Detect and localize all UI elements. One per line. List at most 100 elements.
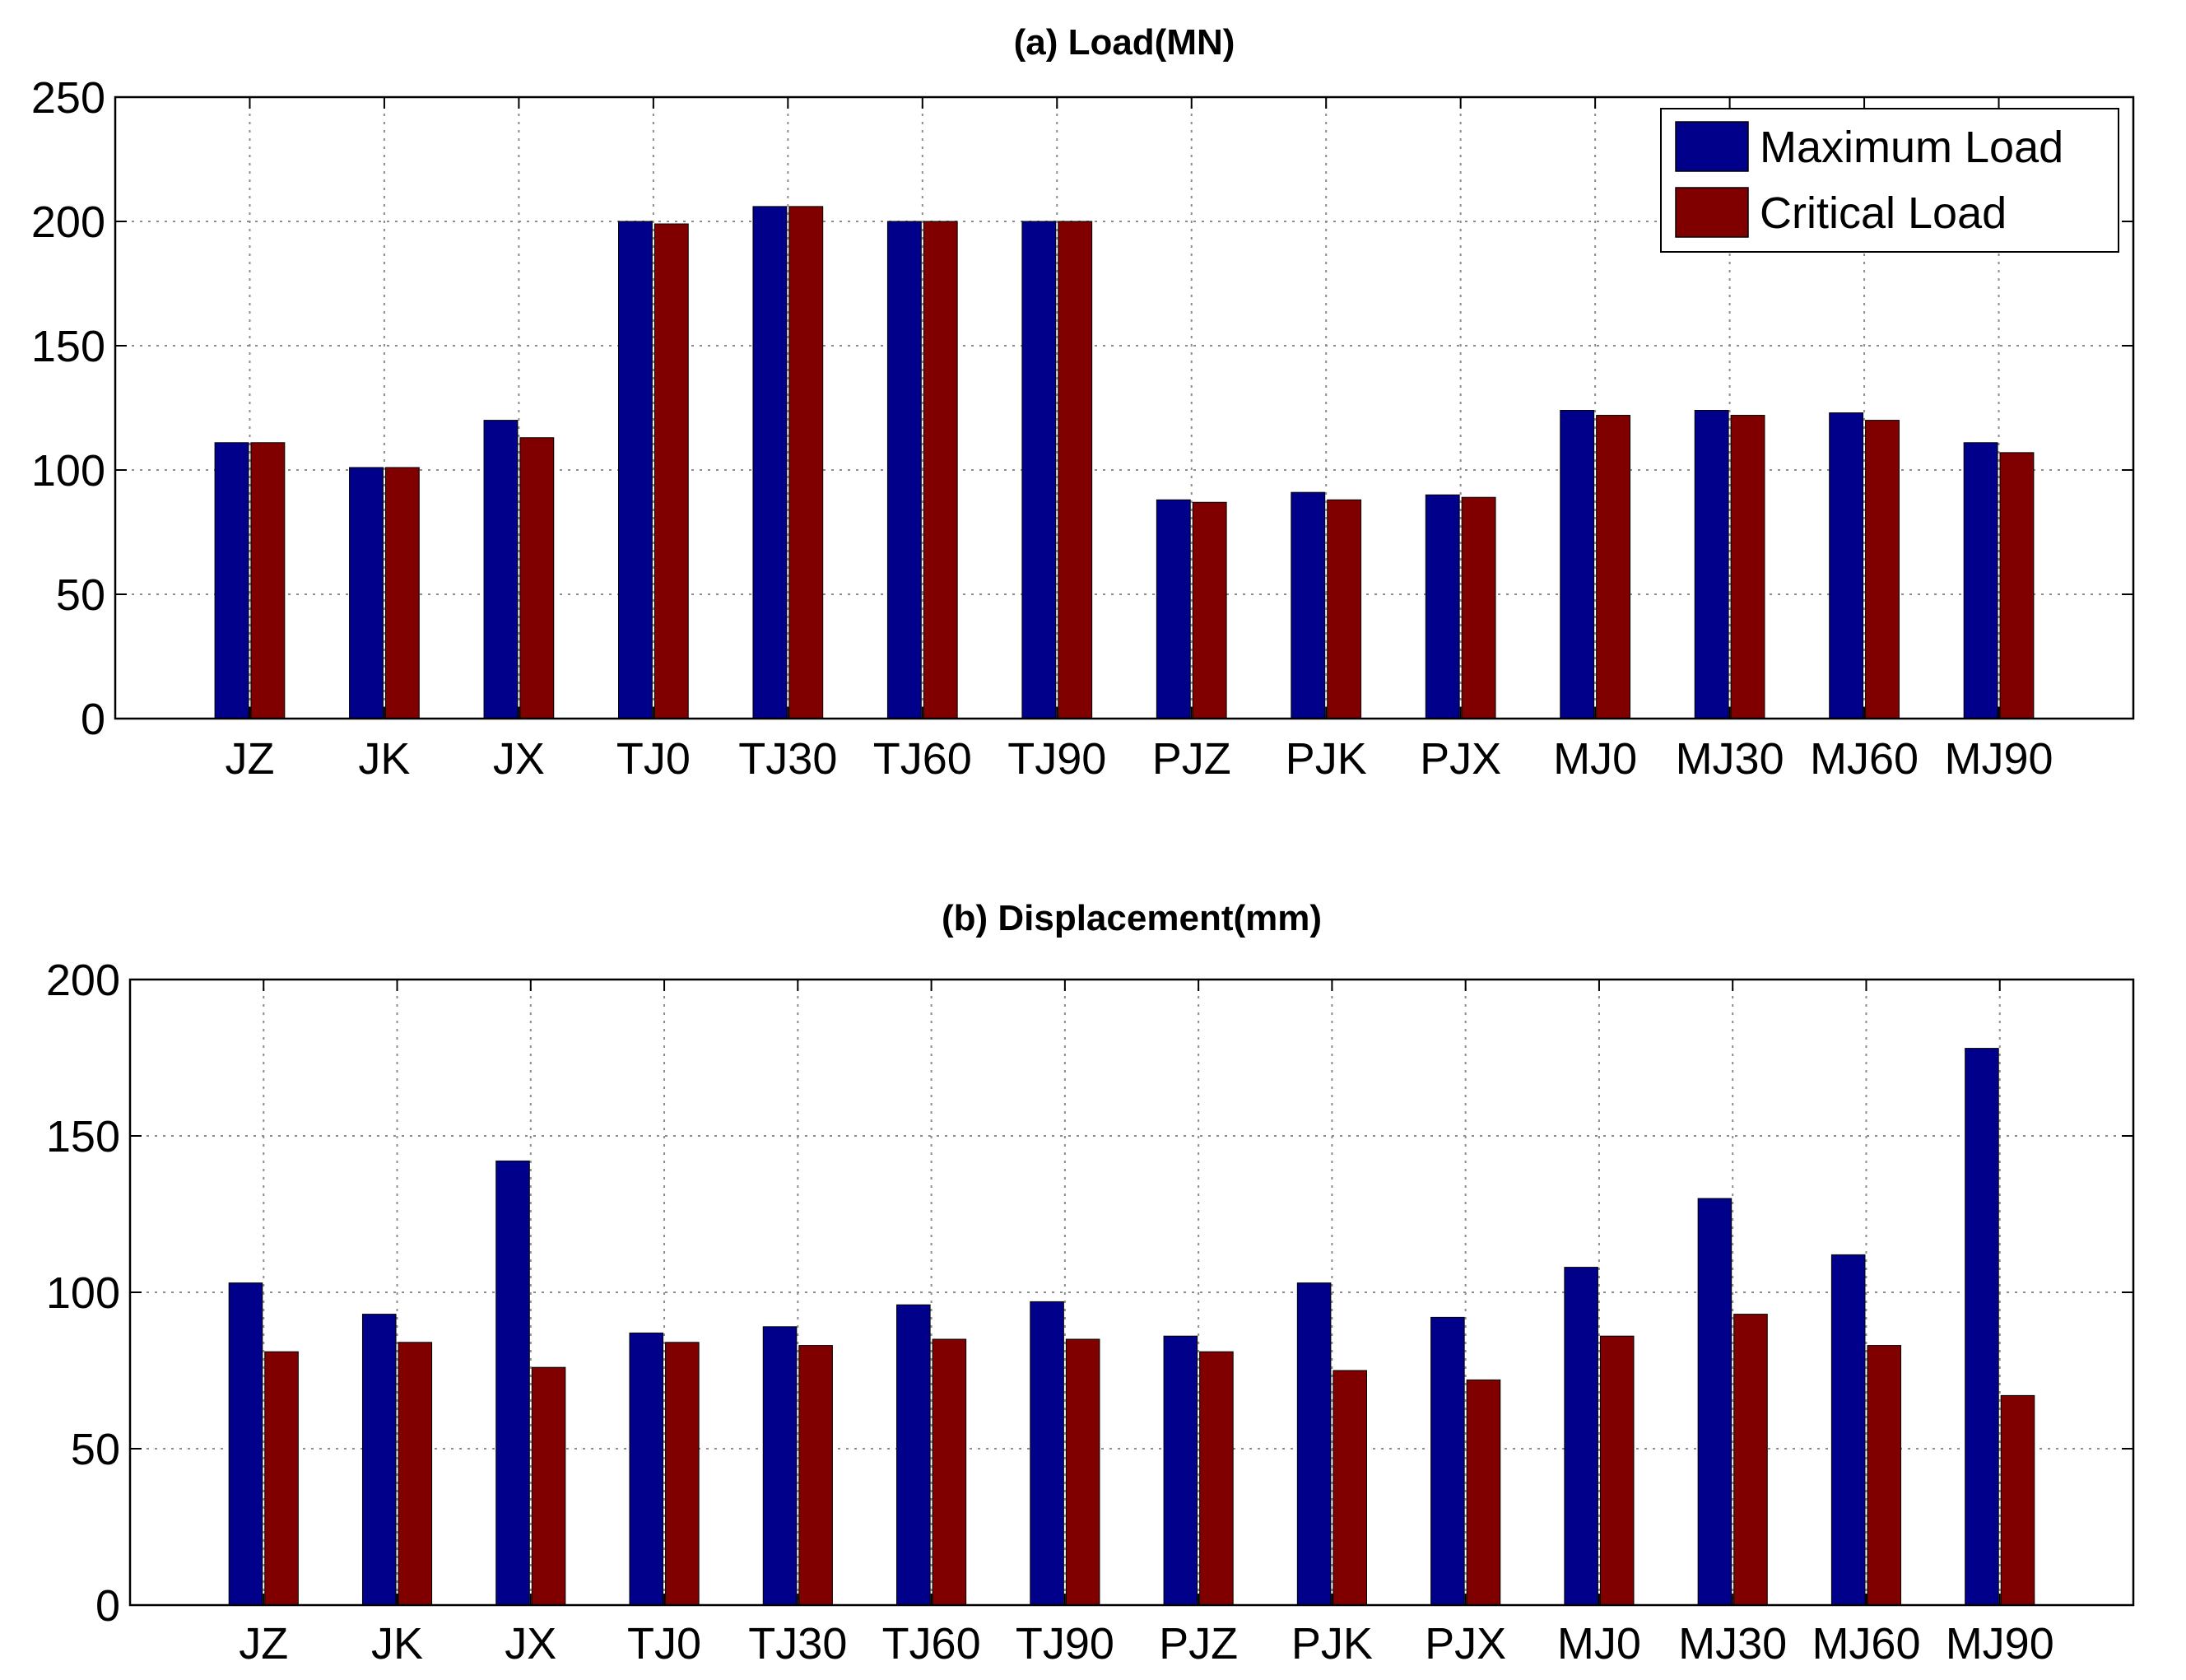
- chart-title: (b) Displacement(mm): [942, 898, 1322, 938]
- y-tick-label: 100: [31, 446, 105, 496]
- x-tick-label: MJ0: [1557, 1619, 1641, 1668]
- y-tick-label: 100: [46, 1268, 120, 1318]
- bar-maximum-load-tj90: [1021, 221, 1057, 719]
- x-tick-label: TJ60: [873, 734, 972, 784]
- legend-label: Maximum Load: [1760, 123, 2063, 172]
- x-tick-label: TJ30: [748, 1619, 847, 1668]
- bar-critical-load-pjx: [1466, 1379, 1501, 1606]
- x-tick-label: TJ30: [738, 734, 837, 784]
- y-tick-label: 50: [71, 1425, 120, 1474]
- x-tick-label: PJK: [1286, 734, 1367, 784]
- bar-critical-load-mj0: [1599, 1335, 1635, 1606]
- y-tick-label: 250: [31, 73, 105, 123]
- bar-critical-load-mj90: [1999, 452, 2035, 719]
- bar-critical-load-pjz: [1199, 1351, 1234, 1606]
- bar-critical-load-jz: [250, 442, 286, 719]
- x-tick-label: JZ: [239, 1619, 288, 1668]
- bar-maximum-load-tj0: [629, 1332, 664, 1606]
- x-tick-label: JX: [493, 734, 545, 784]
- x-tick-label: PJX: [1420, 734, 1501, 784]
- bar-critical-load-tj60: [923, 221, 958, 719]
- x-tick-label: MJ30: [1676, 734, 1784, 784]
- x-tick-label: MJ30: [1678, 1619, 1787, 1668]
- bar-critical-load-mj30: [1730, 415, 1765, 719]
- bar-maximum-load-mj30: [1697, 1198, 1733, 1606]
- x-tick-label: MJ60: [1810, 734, 1919, 784]
- bar-critical-load-jx: [519, 437, 555, 719]
- bar-maximum-load-tj30: [762, 1326, 798, 1606]
- bar-maximum-load-jk: [361, 1314, 397, 1606]
- x-tick-label: MJ90: [1946, 1619, 2054, 1668]
- bar-critical-load-pjk: [1327, 499, 1362, 719]
- x-tick-label: PJZ: [1159, 1619, 1238, 1668]
- bar-maximum-load-mj60: [1829, 412, 1864, 719]
- bar-maximum-load-tj60: [886, 221, 922, 719]
- axes-box: [114, 95, 2135, 720]
- chart-displacement: (b) Displacement(mm) 0 50 100 150 200 JZ JK JX TJ…: [46, 898, 2135, 1668]
- bar-critical-load-tj30: [788, 206, 824, 719]
- bar-maximum-load-pjx: [1430, 1316, 1465, 1606]
- bar-maximum-load-tj0: [618, 221, 653, 719]
- bar-critical-load-tj90: [1065, 1338, 1100, 1606]
- bar-maximum-load-mj60: [1830, 1254, 1866, 1606]
- x-tick-label: TJ90: [1016, 1619, 1114, 1668]
- bar-critical-load-tj90: [1058, 221, 1093, 719]
- bar-maximum-load-pjx: [1425, 494, 1460, 719]
- x-tick-label: TJ90: [1007, 734, 1106, 784]
- bar-critical-load-mj60: [1865, 420, 1900, 719]
- bar-maximum-load-mj0: [1564, 1267, 1598, 1606]
- bar-critical-load-pjz: [1192, 501, 1227, 719]
- x-tick-label: PJK: [1291, 1619, 1373, 1668]
- y-tick-label: 200: [46, 956, 120, 1005]
- legend-swatch: [1675, 187, 1749, 238]
- bar-critical-load-mj30: [1733, 1314, 1768, 1606]
- bar-critical-load-tj0: [665, 1342, 700, 1606]
- legend-label: Critical Load: [1760, 188, 2007, 238]
- x-tick-label: JX: [505, 1619, 556, 1668]
- x-tick-label: MJ90: [1945, 734, 2053, 784]
- bar-maximum-load-mj90: [1963, 442, 1998, 719]
- x-tick-label: PJX: [1425, 1619, 1506, 1668]
- bar-maximum-load-jz: [228, 1282, 263, 1606]
- x-tick-label: PJZ: [1152, 734, 1231, 784]
- bar-critical-load-pjk: [1333, 1370, 1367, 1606]
- bar-maximum-load-pjz: [1156, 499, 1191, 719]
- x-tick-label: JZ: [225, 734, 274, 784]
- bar-critical-load-jk: [398, 1342, 433, 1606]
- bar-critical-load-tj30: [798, 1345, 833, 1606]
- y-tick-label: 200: [31, 198, 105, 247]
- x-tick-label: MJ60: [1812, 1619, 1920, 1668]
- y-tick-label: 150: [31, 322, 105, 371]
- y-tick-label: 50: [56, 570, 105, 620]
- bar-maximum-load-jx: [483, 420, 519, 719]
- bar-maximum-load-pjk: [1296, 1282, 1332, 1606]
- bar-critical-load-jk: [384, 467, 420, 719]
- bar-maximum-load-tj60: [896, 1304, 931, 1606]
- bar-critical-load-mj90: [2000, 1394, 2035, 1606]
- bar-maximum-load-jk: [349, 467, 384, 719]
- bar-maximum-load-tj30: [752, 206, 788, 719]
- bar-critical-load-pjx: [1461, 496, 1496, 719]
- bar-maximum-load-pjz: [1163, 1335, 1198, 1606]
- bar-maximum-load-jx: [495, 1160, 530, 1606]
- bar-maximum-load-mj90: [1965, 1048, 1999, 1606]
- legend-swatch: [1675, 121, 1749, 172]
- y-tick-label: 0: [81, 695, 105, 744]
- bar-maximum-load-mj30: [1694, 410, 1729, 719]
- bar-critical-load-mj0: [1596, 415, 1630, 719]
- bar-critical-load-jz: [264, 1351, 299, 1606]
- bar-maximum-load-tj90: [1030, 1301, 1064, 1606]
- x-tick-label: JK: [371, 1619, 423, 1668]
- bar-maximum-load-pjk: [1291, 491, 1326, 719]
- x-tick-label: JK: [358, 734, 410, 784]
- x-tick-label: MJ0: [1553, 734, 1637, 784]
- chart-load: (a) Load(MN) 0 50 100 150 200 250 JZ JK JX TJ0 TJ30…: [31, 22, 2135, 784]
- x-tick-label: TJ0: [627, 1619, 701, 1668]
- x-tick-label: TJ0: [616, 734, 691, 784]
- bar-maximum-load-jz: [214, 442, 249, 719]
- bar-critical-load-tj0: [653, 223, 689, 719]
- y-tick-label: 150: [46, 1112, 120, 1161]
- bar-critical-load-tj60: [932, 1338, 967, 1606]
- bar-critical-load-mj60: [1867, 1345, 1902, 1606]
